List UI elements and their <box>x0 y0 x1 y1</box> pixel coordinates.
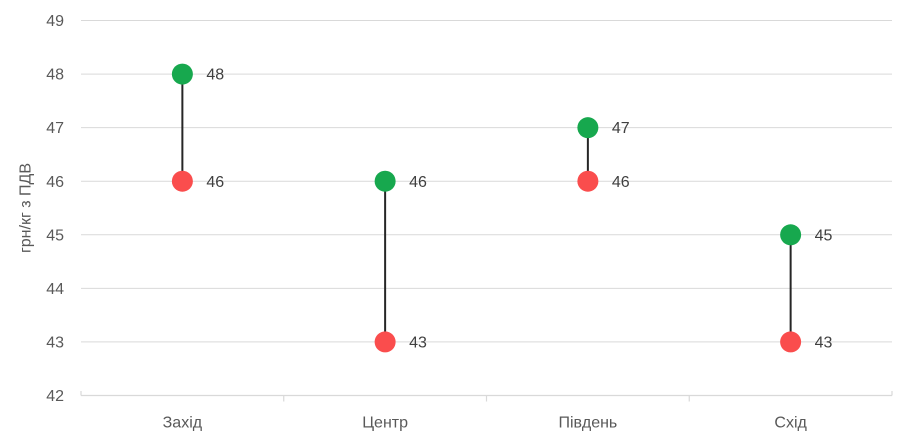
red-dot <box>780 331 802 353</box>
data-label-red: 43 <box>409 335 427 352</box>
data-label-red: 46 <box>612 174 630 191</box>
y-tick-label: 46 <box>46 174 64 191</box>
y-tick-label: 42 <box>46 388 64 405</box>
data-label-green: 45 <box>815 227 833 244</box>
y-tick-label: 43 <box>46 335 64 352</box>
x-category-label: Центр <box>362 415 408 432</box>
red-dot <box>577 170 599 192</box>
y-tick-label: 47 <box>46 120 64 137</box>
data-label-red: 46 <box>206 174 224 191</box>
y-tick-label: 49 <box>46 13 64 30</box>
green-dot <box>577 117 599 139</box>
data-label-red: 43 <box>815 335 833 352</box>
y-tick-label: 45 <box>46 227 64 244</box>
green-dot <box>780 224 802 246</box>
data-label-green: 46 <box>409 174 427 191</box>
red-dot <box>374 331 396 353</box>
y-tick-label: 48 <box>46 67 64 84</box>
green-dot <box>374 170 396 192</box>
x-category-label: Захід <box>163 415 203 432</box>
green-dot <box>171 63 193 85</box>
y-axis-title: грн/кг з ПДВ <box>18 163 35 253</box>
x-category-label: Схід <box>774 415 807 432</box>
data-label-green: 47 <box>612 120 630 137</box>
data-label-green: 48 <box>206 67 224 84</box>
x-category-label: Південь <box>558 415 617 432</box>
red-dot <box>171 170 193 192</box>
y-tick-label: 44 <box>46 281 64 298</box>
